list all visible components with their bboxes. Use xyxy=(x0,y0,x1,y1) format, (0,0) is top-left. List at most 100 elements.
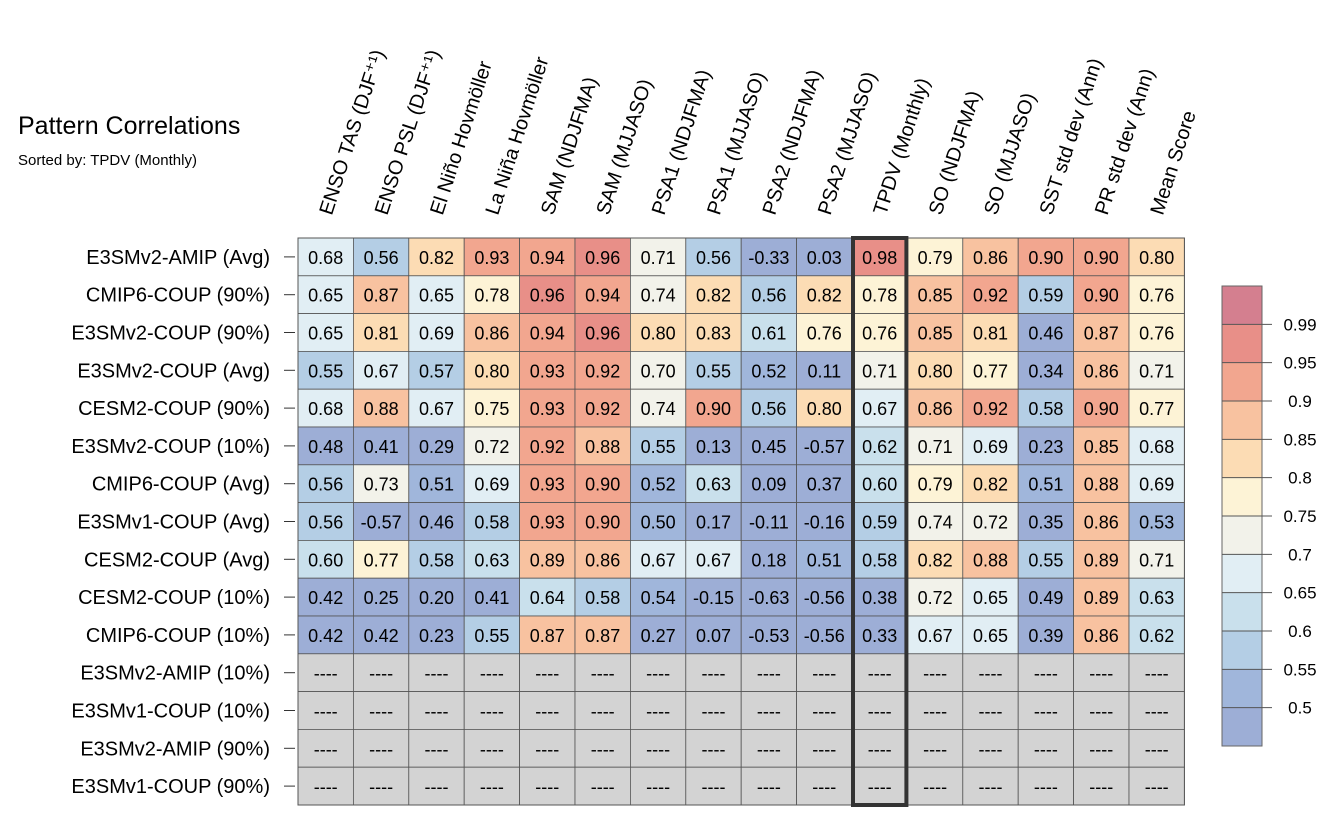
cell-value-label: ---- xyxy=(868,664,892,684)
heatmap-cell xyxy=(907,691,964,730)
cell-value-label: 0.90 xyxy=(585,513,620,533)
column-label-el-ni-o-hovm-ller: El Niño Hovmöller xyxy=(426,58,496,217)
heatmap-cell xyxy=(574,502,631,541)
heatmap-cell xyxy=(1017,313,1075,352)
heatmap-cell xyxy=(630,729,687,768)
heatmap-cell xyxy=(685,350,742,390)
cell-value-label: ---- xyxy=(314,664,338,684)
cell-value-label: 0.72 xyxy=(474,437,509,457)
cell-value-label: ---- xyxy=(646,664,670,684)
cell-value-label: 0.69 xyxy=(1139,475,1174,495)
cell-value-label: 0.67 xyxy=(862,399,897,419)
cell-value-label: 0.67 xyxy=(419,399,454,419)
cell-value-label: 0.87 xyxy=(1084,324,1119,344)
row-label-e3smv2-amip-90: E3SMv2-AMIP (90%) xyxy=(80,738,270,760)
cell-value-label: ---- xyxy=(646,739,670,759)
cell-value-label: 0.85 xyxy=(918,286,953,306)
heatmap-cell xyxy=(1073,426,1130,466)
cell-value-label: ---- xyxy=(535,664,559,684)
cell-value-label: 0.59 xyxy=(862,513,897,533)
column-label-so-ndjfma: SO (NDJFMA) xyxy=(925,88,986,217)
heatmap-cell xyxy=(1017,766,1075,806)
cell-value-label: 0.78 xyxy=(862,286,897,306)
cell-value-label: ---- xyxy=(1089,777,1113,797)
heatmap-cell xyxy=(740,615,798,655)
heatmap-cell xyxy=(519,577,576,617)
cell-value-label: 0.88 xyxy=(973,550,1008,570)
row-label-e3smv1-coup-10: E3SMv1-COUP (10%) xyxy=(71,701,270,723)
heatmap-cell xyxy=(463,388,521,428)
heatmap-cell xyxy=(408,540,465,579)
cell-value-label: 0.11 xyxy=(807,361,841,381)
cell-value-label: 0.80 xyxy=(474,361,509,381)
colorbar-label: 0.5 xyxy=(1288,699,1312,718)
cell-value-label: 0.57 xyxy=(419,361,454,381)
heatmap-cell xyxy=(685,426,742,466)
heatmap-cell xyxy=(297,275,354,314)
row-label-cmip6-coup-10: CMIP6-COUP (10%) xyxy=(86,625,270,647)
cell-value-label: -0.11 xyxy=(749,513,789,533)
cell-value-label: 0.81 xyxy=(364,324,399,344)
column-label-so-mjjaso: SO (MJJASO) xyxy=(980,90,1040,217)
heatmap-cell xyxy=(796,464,853,503)
cell-value-label: 0.94 xyxy=(585,286,620,306)
cell-value-label: 0.67 xyxy=(696,550,731,570)
cell-value-label: ---- xyxy=(812,739,836,759)
cell-value-label: 0.46 xyxy=(419,513,454,533)
heatmap-cell xyxy=(907,426,964,466)
heatmap-cell xyxy=(685,275,742,314)
heatmap-cell xyxy=(297,615,354,655)
cell-value-label: 0.71 xyxy=(918,437,953,457)
cell-value-label: 0.77 xyxy=(973,361,1008,381)
cell-value-label: ---- xyxy=(979,777,1003,797)
cell-value-label: 0.41 xyxy=(364,437,399,457)
heatmap-cell xyxy=(352,577,410,617)
cell-value-label: 0.65 xyxy=(308,286,343,306)
cell-value-label: -0.57 xyxy=(361,513,402,533)
colorbar-label: 0.95 xyxy=(1283,354,1316,373)
cell-value-label: 0.62 xyxy=(1139,626,1174,646)
cell-value-label: 0.94 xyxy=(530,324,565,344)
cell-value-label: 0.80 xyxy=(918,361,953,381)
heatmap-cell xyxy=(463,729,521,768)
cell-value-label: -0.33 xyxy=(748,248,789,268)
cell-value-label: ---- xyxy=(757,739,781,759)
cell-value-label: 0.89 xyxy=(1084,588,1119,608)
cell-value-label: ---- xyxy=(369,664,393,684)
heatmap-cell xyxy=(630,691,687,730)
cell-value-label: 0.61 xyxy=(751,324,786,344)
heatmap-cell xyxy=(1128,615,1185,655)
heatmap-cell xyxy=(685,540,742,579)
heatmap-cell xyxy=(796,615,853,655)
heatmap-cell xyxy=(630,426,687,466)
row-label-e3smv2-amip-10: E3SMv2-AMIP (10%) xyxy=(80,663,270,685)
heatmap-cell xyxy=(519,502,576,541)
colorbar-label: 0.7 xyxy=(1288,545,1312,564)
cell-value-label: 0.20 xyxy=(419,588,454,608)
cell-value-label: ---- xyxy=(702,739,726,759)
heatmap-cell xyxy=(685,766,742,806)
heatmap-cell xyxy=(463,766,521,806)
cell-value-label: 0.54 xyxy=(641,588,676,608)
cell-value-label: 0.86 xyxy=(973,248,1008,268)
cell-value-label: 0.42 xyxy=(364,626,399,646)
cell-value-label: 0.76 xyxy=(862,324,897,344)
heatmap-cell xyxy=(851,766,908,806)
colorbar-label: 0.8 xyxy=(1288,469,1312,488)
cell-value-label: ---- xyxy=(369,777,393,797)
column-label-pr-std-dev-ann: PR std dev (Ann) xyxy=(1091,66,1159,218)
heatmap-cell xyxy=(408,502,465,541)
chart-subtitle: Sorted by: TPDV (Monthly) xyxy=(18,152,197,169)
cell-value-label: 0.82 xyxy=(807,286,842,306)
heatmap-cell xyxy=(297,388,354,428)
heatmap-cell xyxy=(851,577,908,617)
heatmap-cell xyxy=(740,388,798,428)
colorbar-segment xyxy=(1222,286,1262,325)
cell-value-label: 0.80 xyxy=(1139,248,1174,268)
heatmap-cell xyxy=(796,388,853,428)
cell-value-label: ---- xyxy=(923,777,947,797)
heatmap-cell xyxy=(352,426,410,466)
heatmap-cell xyxy=(907,388,964,428)
colorbar-segment xyxy=(1222,707,1262,746)
heatmap-cell xyxy=(352,502,410,541)
